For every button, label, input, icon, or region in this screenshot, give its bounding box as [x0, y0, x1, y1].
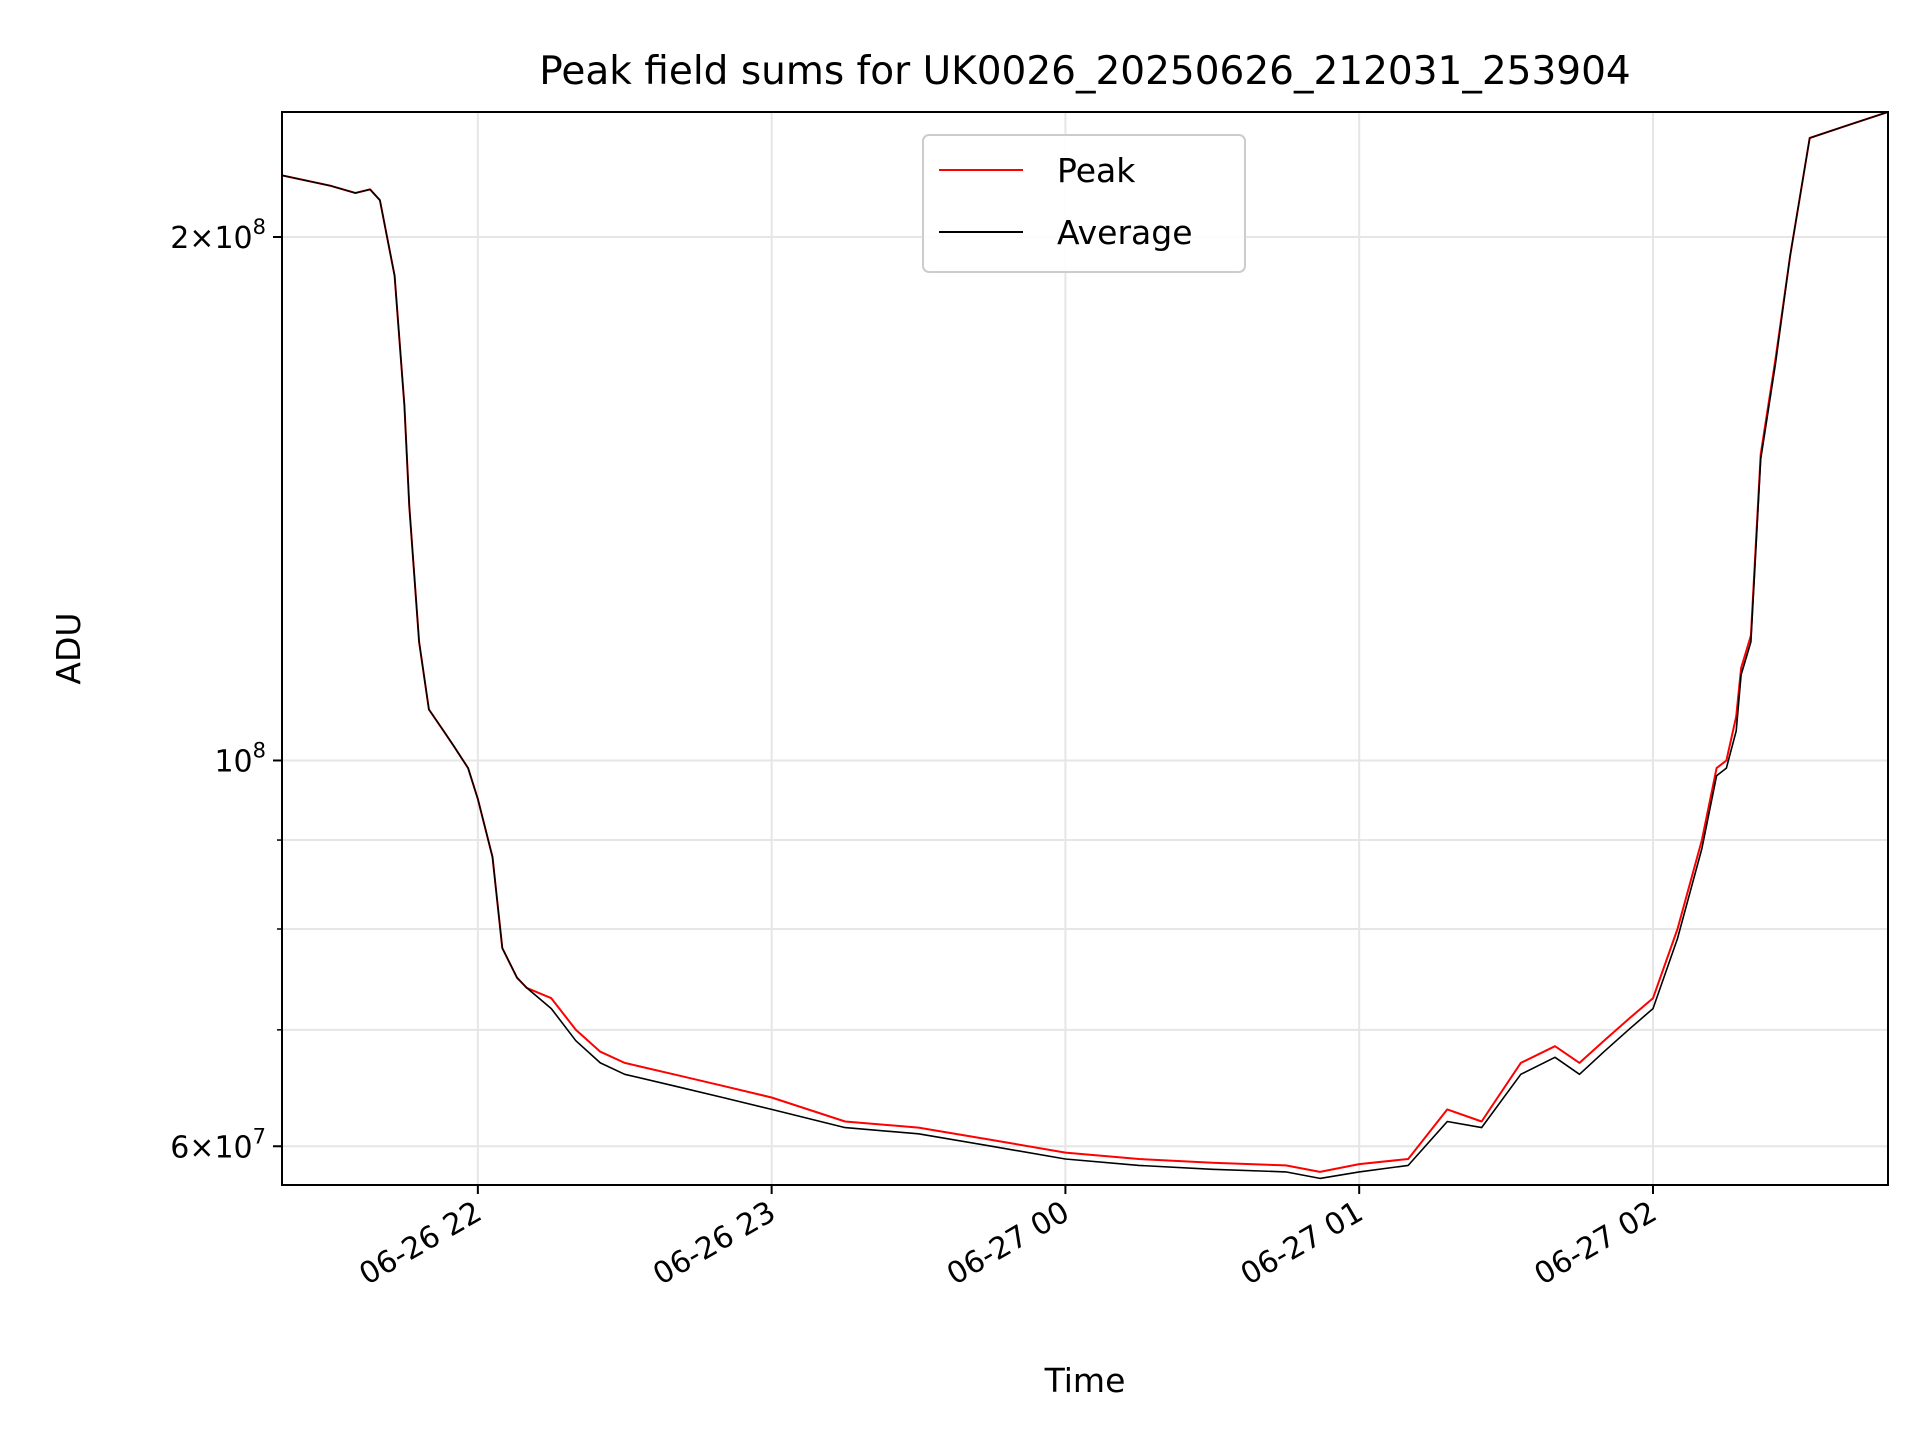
- y-tick-label: 108: [214, 738, 266, 779]
- legend: Peak Average: [922, 134, 1246, 273]
- series-line-average: [281, 111, 1889, 1180]
- y-tick-label: 2×108: [170, 215, 266, 256]
- y-axis-label: ADU: [49, 612, 88, 684]
- x-axis-label: Time: [1044, 1361, 1126, 1400]
- legend-label-peak: Peak: [1057, 151, 1136, 190]
- series-layer: [281, 111, 1889, 1180]
- y-axis: 6×107 108 2×108: [170, 215, 282, 1165]
- chart-title: Peak field sums for UK0026_20250626_2120…: [539, 49, 1630, 94]
- legend-label-average: Average: [1057, 213, 1193, 252]
- plot-frame: [281, 111, 1889, 1186]
- y-tick-label: 6×107: [170, 1124, 266, 1165]
